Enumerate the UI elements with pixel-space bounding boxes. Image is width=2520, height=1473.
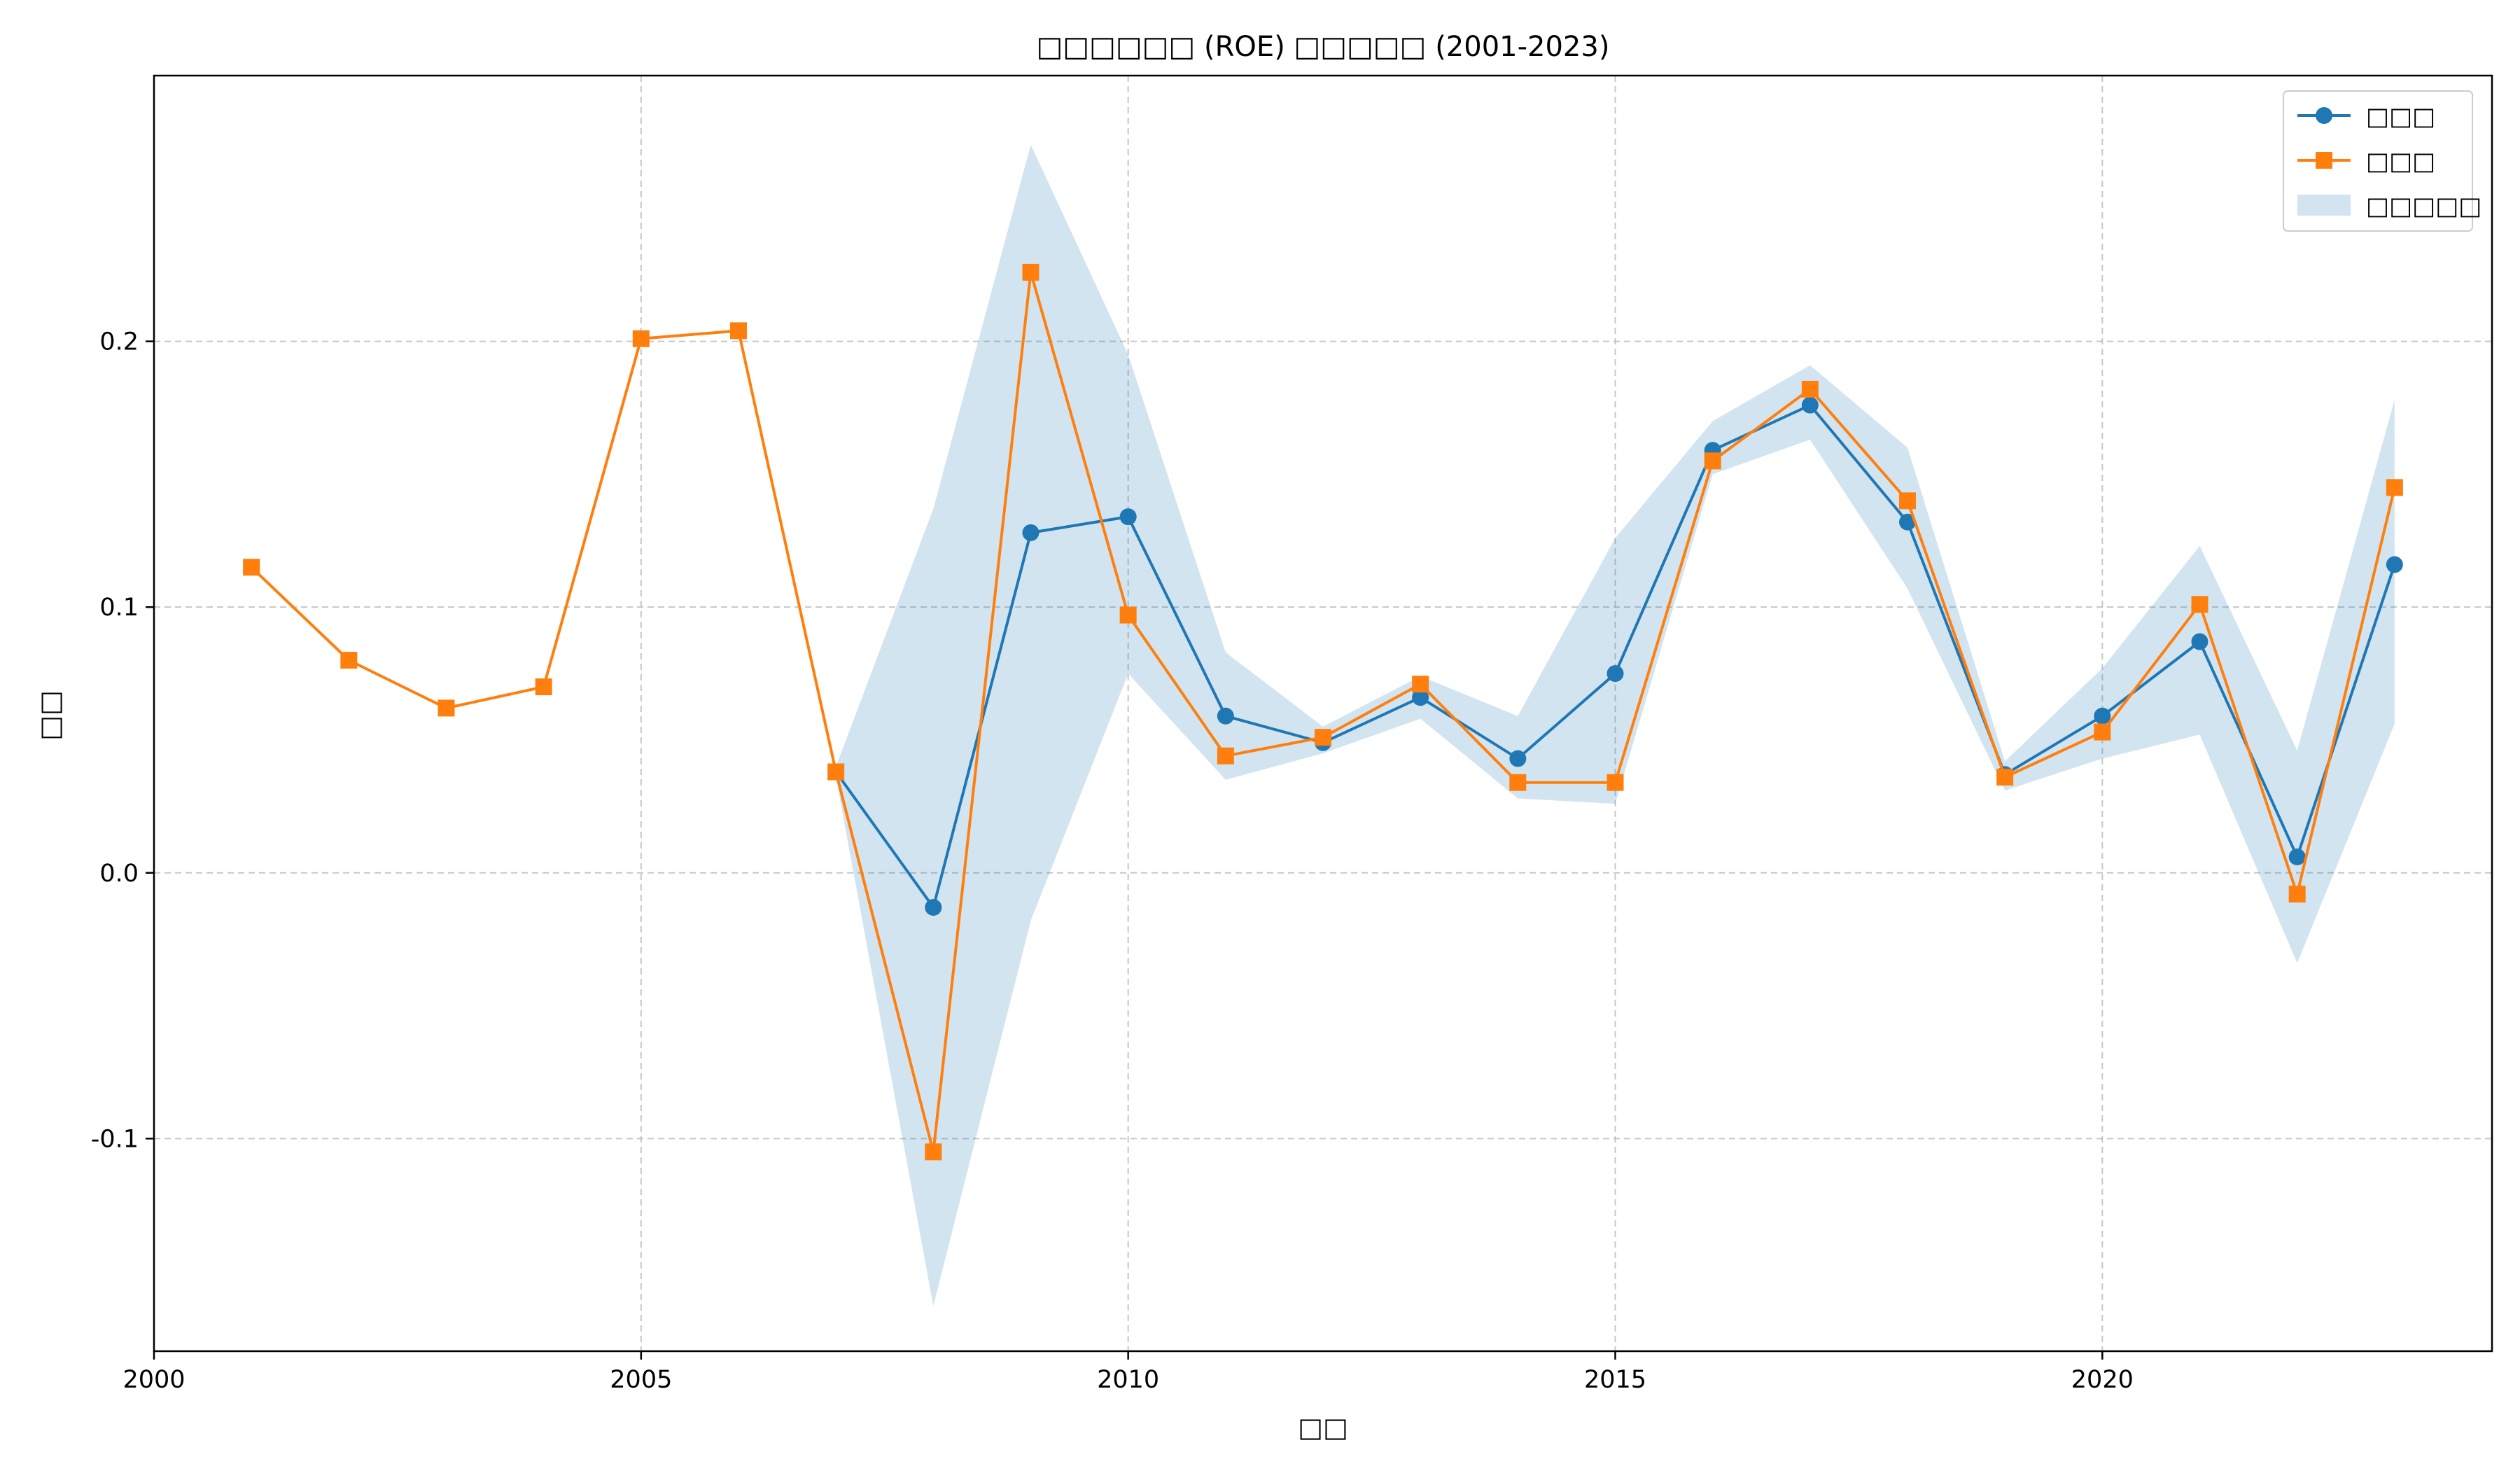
- data-point: [535, 678, 552, 696]
- y-tick-label: -0.1: [91, 1125, 139, 1153]
- data-point: [2386, 479, 2403, 496]
- data-point: [1606, 774, 1624, 791]
- y-tick-label: 0.2: [99, 328, 139, 356]
- data-point: [1022, 263, 1040, 281]
- data-point: [1119, 606, 1137, 624]
- legend: □□□□□□□□□□□: [2283, 90, 2482, 232]
- data-point: [2288, 886, 2306, 903]
- legend-label: □□□□□: [2366, 193, 2482, 221]
- legend-marker: [2316, 107, 2332, 124]
- data-point: [730, 322, 747, 340]
- data-point: [438, 699, 455, 717]
- data-point: [1315, 729, 1331, 746]
- data-point: [1022, 524, 1040, 541]
- data-point: [1217, 747, 1234, 765]
- y-tick-label: 0.0: [99, 860, 139, 888]
- data-point: [1704, 452, 1721, 470]
- x-axis-label: □□: [1298, 1412, 1348, 1443]
- x-tick-label: 2010: [1097, 1366, 1159, 1394]
- plot-area-frame: [153, 74, 2493, 1353]
- data-point: [1801, 396, 1819, 414]
- data-point: [925, 1143, 942, 1161]
- data-point: [925, 899, 942, 916]
- data-point: [1996, 769, 2014, 786]
- data-point: [1801, 380, 1819, 398]
- x-tick-label: 2000: [122, 1366, 185, 1394]
- x-tick-label: 2015: [1584, 1366, 1646, 1394]
- data-point: [340, 652, 358, 669]
- legend-swatch: [2297, 195, 2351, 216]
- data-point: [2191, 633, 2208, 650]
- data-point: [2288, 848, 2306, 865]
- data-point: [2094, 707, 2111, 725]
- chart-title: □□□□□□ (ROE) □□□□□ (2001-2023): [1037, 31, 1610, 63]
- legend-box: [2283, 90, 2473, 232]
- y-axis-label: □□: [34, 690, 65, 741]
- legend-item: □□□: [2297, 148, 2435, 176]
- data-point: [1412, 689, 1429, 706]
- data-point: [1119, 508, 1137, 526]
- data-point: [1217, 707, 1234, 725]
- y-tick-label: 0.1: [99, 594, 139, 622]
- data-point: [827, 763, 845, 781]
- confidence-band: [836, 144, 2395, 1306]
- x-tick-label: 2020: [2071, 1366, 2134, 1394]
- x-tick-label: 2005: [610, 1366, 672, 1394]
- data-point: [632, 330, 650, 347]
- legend-marker: [2316, 152, 2332, 169]
- data-point: [243, 559, 260, 576]
- data-point: [2191, 596, 2208, 613]
- data-point: [1606, 665, 1624, 683]
- series-layer: [243, 263, 2403, 1161]
- data-point: [1899, 492, 1916, 510]
- data-point: [2386, 556, 2403, 573]
- legend-item: □□□□□: [2297, 193, 2482, 221]
- confidence-band-layer: [836, 144, 2395, 1306]
- axes: 2000 2005 2010 2015 2020 -0.1 0.0 0.1 0.2: [91, 328, 2134, 1394]
- data-point: [1899, 513, 1916, 531]
- data-point: [2094, 723, 2111, 741]
- series-1: [243, 263, 2403, 1161]
- data-point: [1509, 750, 1527, 767]
- legend-item: □□□: [2297, 103, 2435, 131]
- data-point: [1509, 774, 1527, 791]
- legend-label: □□□: [2366, 103, 2435, 131]
- data-point: [1412, 676, 1429, 693]
- legend-label: □□□: [2366, 148, 2435, 176]
